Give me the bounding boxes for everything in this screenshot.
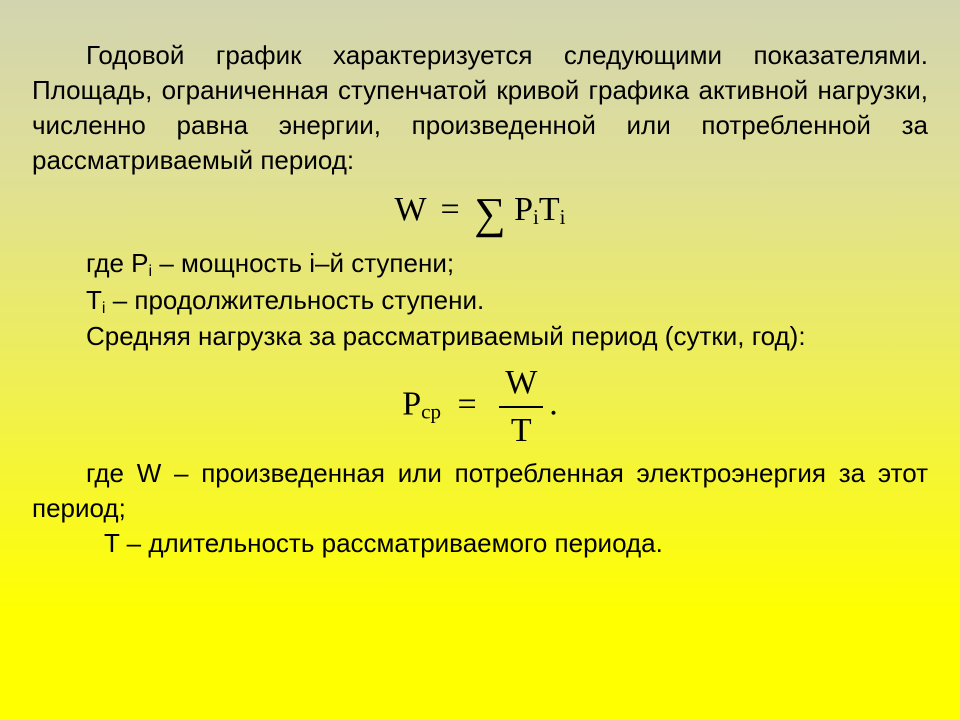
- eq1-lhs: W: [395, 191, 426, 228]
- eq2-den: T: [499, 406, 543, 454]
- eq2-P-sub: ср: [421, 400, 441, 424]
- where-w: где W – произведенная или потребленная э…: [32, 456, 928, 526]
- avg-load-line: Средняя нагрузка за рассматриваемый пери…: [32, 319, 928, 354]
- intro-paragraph: Годовой график характеризуется следующим…: [32, 38, 928, 178]
- equation-pavg: Pср = W T .: [32, 360, 928, 454]
- fraction-w-over-t: W T: [499, 360, 543, 454]
- eq1-T: T: [539, 191, 560, 228]
- where1-rest: – мощность i–й ступени;: [152, 248, 454, 278]
- eq1-T-sub: i: [560, 205, 566, 229]
- eq2-period: .: [549, 386, 558, 423]
- where-ti: Ti – продолжительность ступени.: [32, 283, 928, 320]
- eq2-num: W: [499, 360, 543, 406]
- where1-prefix: где P: [86, 248, 149, 278]
- where-t: T – длительность рассматриваемого период…: [32, 526, 928, 561]
- where-pi: где Pi – мощность i–й ступени;: [32, 246, 928, 283]
- where2-prefix: T: [86, 285, 102, 315]
- eq2-eq: =: [458, 386, 477, 423]
- where2-rest: – продолжительность ступени.: [105, 285, 484, 315]
- equation-energy: W = ∑ PiTi: [32, 184, 928, 243]
- eq2-P: P: [402, 386, 421, 423]
- eq1-eq: =: [441, 191, 460, 228]
- sum-symbol-icon: ∑: [474, 189, 505, 238]
- eq1-P: P: [514, 191, 533, 228]
